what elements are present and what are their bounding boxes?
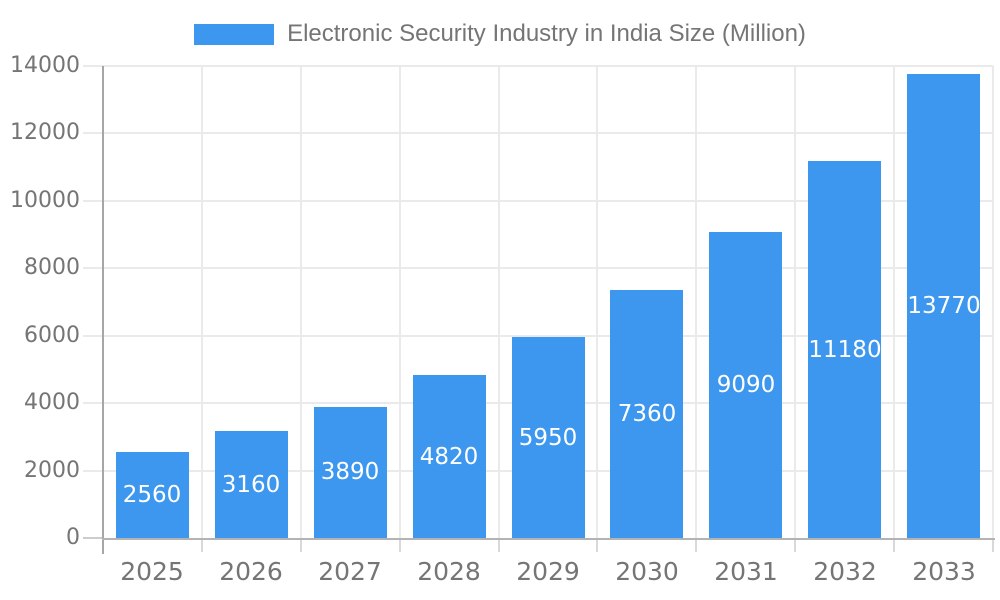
y-axis-label: 2000 — [24, 458, 80, 483]
bar-value-label-2027: 3890 — [320, 459, 380, 485]
legend-series-label: Electronic Security Industry in India Si… — [287, 20, 806, 47]
y-axis-label: 8000 — [24, 255, 80, 280]
y-axis-line — [102, 66, 104, 554]
x-axis-label-2031: 2031 — [714, 557, 778, 586]
x-axis-tick — [794, 540, 796, 552]
x-axis-tick — [201, 540, 203, 552]
y-axis-label: 4000 — [24, 390, 80, 415]
y-gridline — [83, 267, 993, 269]
legend-swatch — [194, 23, 275, 45]
bar-value-label-2032: 11180 — [808, 337, 882, 363]
x-axis-tick — [893, 540, 895, 552]
y-axis-label: 6000 — [24, 323, 80, 348]
x-gridline — [498, 66, 500, 538]
x-axis-line — [102, 538, 995, 540]
bar-2030[interactable] — [610, 290, 683, 538]
x-axis-tick — [695, 540, 697, 552]
bar-value-label-2033: 13770 — [907, 293, 981, 319]
x-axis-label-2032: 2032 — [813, 557, 877, 586]
bar-value-label-2025: 2560 — [122, 482, 182, 508]
y-gridline — [83, 65, 993, 67]
bar-2032[interactable] — [808, 161, 881, 538]
y-axis-label: 12000 — [10, 120, 80, 145]
x-axis-tick — [300, 540, 302, 552]
bar-value-label-2030: 7360 — [617, 401, 677, 427]
x-axis-tick — [498, 540, 500, 552]
bar-value-label-2026: 3160 — [221, 472, 281, 498]
bar-value-label-2029: 5950 — [518, 425, 578, 451]
x-gridline — [695, 66, 697, 538]
y-zero-tick — [83, 537, 103, 539]
x-gridline — [596, 66, 598, 538]
x-axis-tick — [992, 540, 994, 552]
x-axis-label-2025: 2025 — [120, 557, 184, 586]
bar-2029[interactable] — [512, 337, 585, 538]
x-gridline — [300, 66, 302, 538]
x-axis-label-2028: 2028 — [417, 557, 481, 586]
x-axis-tick — [596, 540, 598, 552]
bar-2025[interactable] — [116, 452, 189, 538]
bar-2027[interactable] — [314, 407, 387, 538]
bar-2031[interactable] — [709, 232, 782, 538]
y-gridline — [83, 132, 993, 134]
x-axis-label-2027: 2027 — [318, 557, 382, 586]
x-axis-tick — [399, 540, 401, 552]
y-axis-label: 0 — [66, 525, 80, 550]
legend[interactable]: Electronic Security Industry in India Si… — [0, 20, 1000, 48]
bar-2033[interactable] — [907, 74, 980, 538]
bar-2028[interactable] — [413, 375, 486, 538]
bar-2026[interactable] — [215, 431, 288, 538]
x-axis-label-2030: 2030 — [615, 557, 679, 586]
y-gridline — [83, 335, 993, 337]
x-axis-label-2033: 2033 — [912, 557, 976, 586]
x-gridline — [201, 66, 203, 538]
y-gridline — [83, 200, 993, 202]
x-axis-label-2029: 2029 — [516, 557, 580, 586]
y-axis-label: 10000 — [10, 188, 80, 213]
y-axis-label: 14000 — [10, 53, 80, 78]
bar-value-label-2031: 9090 — [716, 372, 776, 398]
x-gridline — [893, 66, 895, 538]
bar-value-label-2028: 4820 — [419, 444, 479, 470]
x-gridline — [794, 66, 796, 538]
x-gridline — [399, 66, 401, 538]
x-gridline — [992, 66, 994, 538]
x-axis-label-2026: 2026 — [219, 557, 283, 586]
